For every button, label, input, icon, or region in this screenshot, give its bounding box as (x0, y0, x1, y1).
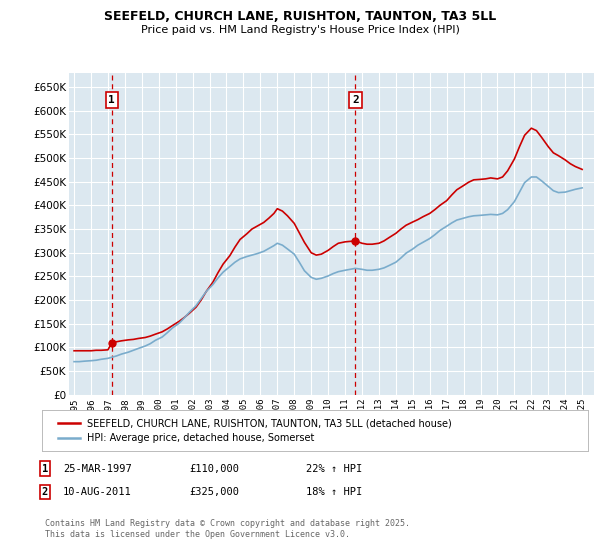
Text: 25-MAR-1997: 25-MAR-1997 (63, 464, 132, 474)
Text: Contains HM Land Registry data © Crown copyright and database right 2025.
This d: Contains HM Land Registry data © Crown c… (45, 519, 410, 539)
Text: 10-AUG-2011: 10-AUG-2011 (63, 487, 132, 497)
Text: £110,000: £110,000 (189, 464, 239, 474)
Text: SEEFELD, CHURCH LANE, RUISHTON, TAUNTON, TA3 5LL: SEEFELD, CHURCH LANE, RUISHTON, TAUNTON,… (104, 10, 496, 22)
Text: Price paid vs. HM Land Registry's House Price Index (HPI): Price paid vs. HM Land Registry's House … (140, 25, 460, 35)
Text: £325,000: £325,000 (189, 487, 239, 497)
Text: 1: 1 (109, 95, 115, 105)
Text: 2: 2 (42, 487, 48, 497)
Legend: SEEFELD, CHURCH LANE, RUISHTON, TAUNTON, TA3 5LL (detached house), HPI: Average : SEEFELD, CHURCH LANE, RUISHTON, TAUNTON,… (52, 412, 458, 449)
Text: 22% ↑ HPI: 22% ↑ HPI (306, 464, 362, 474)
Text: 18% ↑ HPI: 18% ↑ HPI (306, 487, 362, 497)
Text: 2: 2 (352, 95, 359, 105)
Text: 1: 1 (42, 464, 48, 474)
